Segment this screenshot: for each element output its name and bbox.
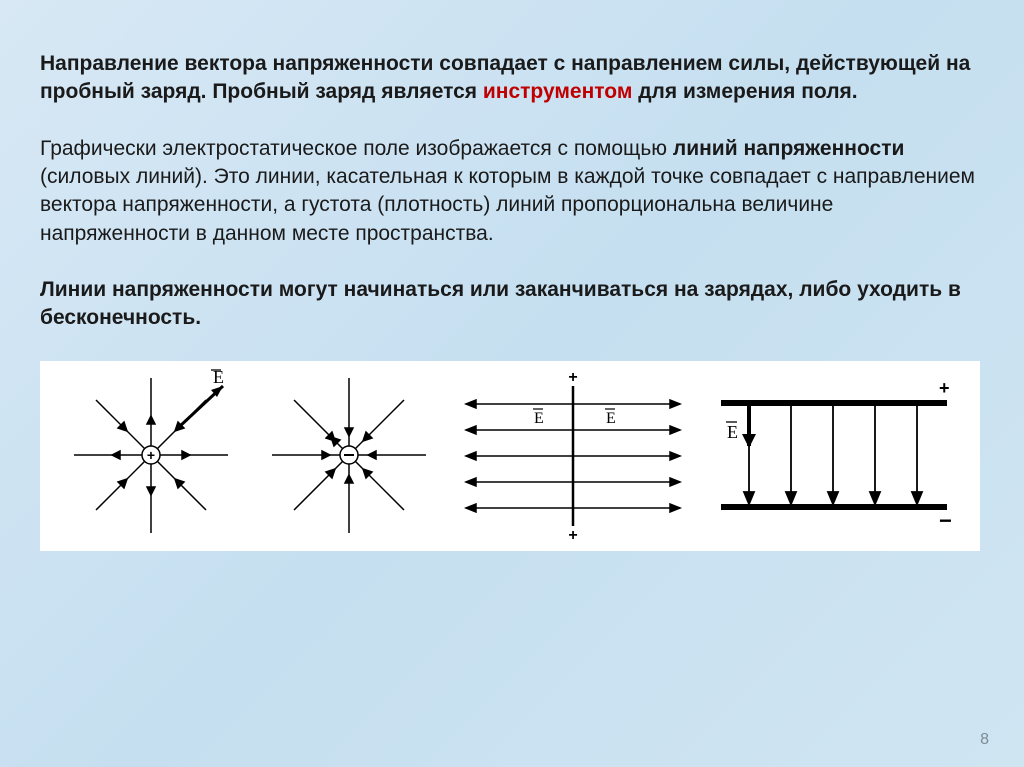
svg-text:+: +: [569, 369, 578, 386]
diagram-negative-charge: [259, 368, 439, 543]
paragraph-2: Графически электростатическое поле изобр…: [40, 135, 984, 248]
svg-text:+: +: [569, 527, 578, 543]
svg-text:+: +: [147, 447, 155, 463]
p2-text2: (силовых линий). Это линии, касательная …: [40, 165, 975, 245]
page-number: 8: [980, 731, 989, 749]
p1-text2: для измерения поля.: [632, 80, 857, 103]
diagrams-panel: E +: [40, 361, 980, 551]
svg-text:+: +: [939, 378, 950, 398]
svg-text:E: E: [727, 422, 738, 442]
diagram-positive-charge: E +: [61, 368, 241, 543]
p2-text1: Графически электростатическое поле изобр…: [40, 137, 673, 160]
p3-text1: Линии напряженности могут начинаться или…: [40, 278, 961, 329]
p1-red: инструментом: [483, 80, 633, 103]
svg-text:E: E: [534, 410, 544, 427]
p2-bold1: линий напряженности: [673, 137, 905, 160]
diagram-charged-plane: + + E E: [456, 368, 691, 543]
diagram-parallel-plates: + − E: [709, 376, 959, 536]
paragraph-1: Направление вектора напряженности совпад…: [40, 50, 984, 107]
svg-text:E: E: [213, 368, 224, 387]
paragraph-3: Линии напряженности могут начинаться или…: [40, 276, 984, 333]
svg-text:−: −: [939, 508, 952, 533]
svg-text:E: E: [606, 410, 616, 427]
